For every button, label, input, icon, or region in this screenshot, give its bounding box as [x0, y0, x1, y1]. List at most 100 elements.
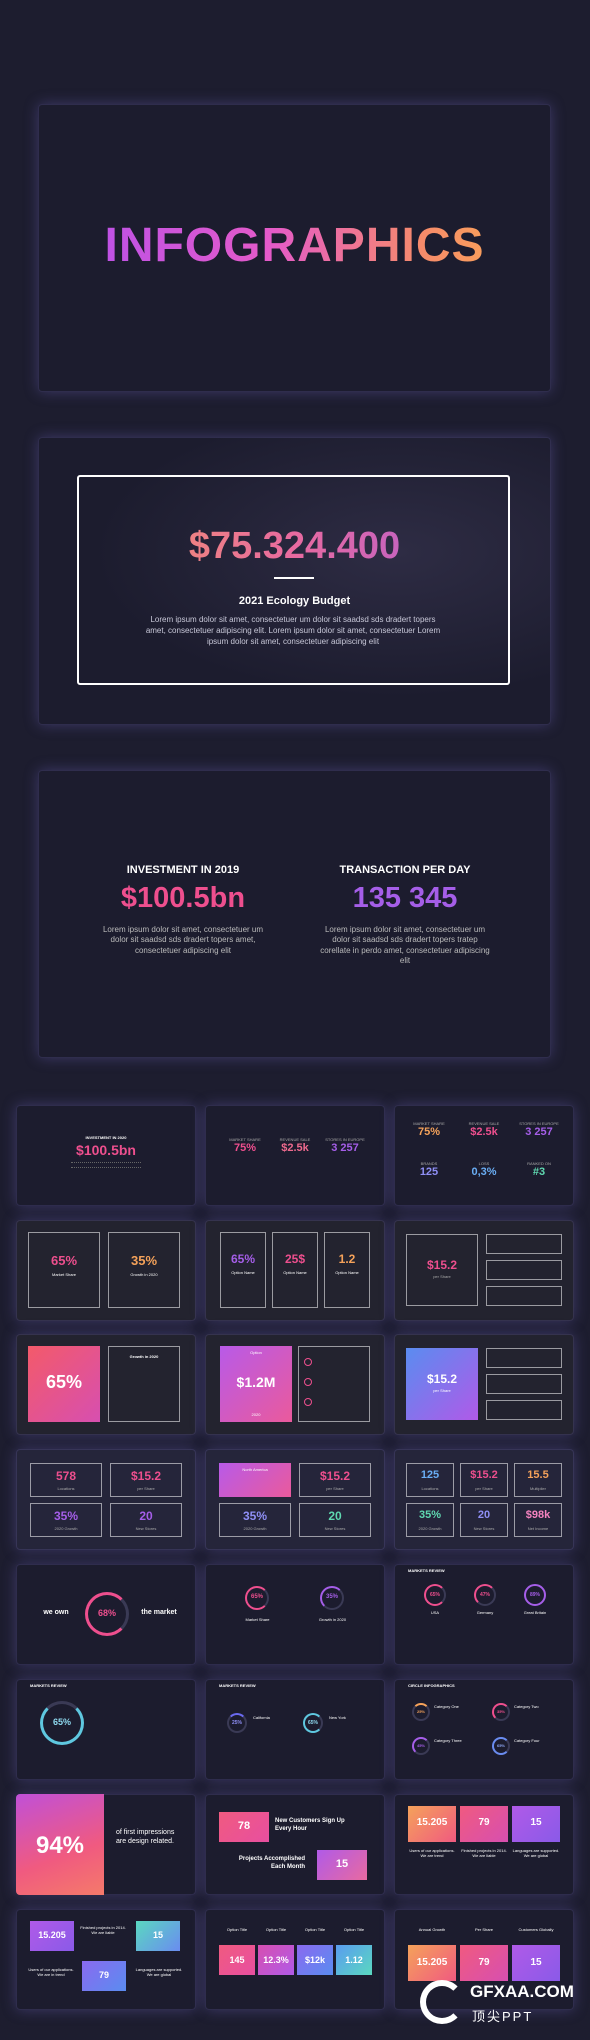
value: 3 257	[331, 1142, 359, 1154]
value: 65%	[45, 1372, 83, 1392]
value: $2.5k	[281, 1142, 309, 1154]
value: 35%	[325, 1594, 338, 1600]
budget-amount: $75.324.400	[38, 525, 551, 568]
value: 12.3%	[263, 1955, 289, 1965]
label: of first impressions are design related.	[116, 1829, 175, 1846]
slide-budget[interactable]: $75.324.400 2021 Ecology Budget Lorem ip…	[38, 437, 551, 725]
thumb-2-3[interactable]: $15.2 per Share	[394, 1220, 574, 1321]
investment-value: $100.5bn	[120, 882, 246, 914]
label: Option Name	[283, 1270, 307, 1275]
progress-ring	[424, 1584, 446, 1606]
check-icon	[304, 1378, 312, 1386]
label: New Stores	[324, 1526, 346, 1531]
thumb-6-2[interactable]: MARKETS REVIEW 25% California 65% New Yo…	[205, 1679, 385, 1780]
thumb-5-3[interactable]: MARKETS REVIEW 65% USA 47% Germany 89% G…	[394, 1564, 574, 1665]
value: 0,3%	[471, 1166, 497, 1178]
gradient-card	[297, 1945, 333, 1975]
label: Great Britain	[523, 1610, 547, 1615]
thumb-4-1[interactable]: 578 Locations $15.2 per Share 35% 2020 G…	[16, 1449, 196, 1550]
thumb-1-2[interactable]: MARKET SHARE 75% REVENUE SALE $2.5k STOR…	[205, 1105, 385, 1206]
budget-divider	[274, 577, 314, 579]
value: 35%	[242, 1509, 268, 1523]
thumb-3-3[interactable]: $15.2 per Share	[394, 1334, 574, 1435]
value: 79	[478, 1817, 490, 1828]
value: 15.205	[38, 1930, 66, 1940]
budget-subtitle: 2021 Ecology Budget	[238, 595, 351, 607]
thumb-1-3[interactable]: MARKET SHARE 75% REVENUE SALE $2.5k STOR…	[394, 1105, 574, 1206]
thumb-7-2[interactable]: 78 New Customers Sign Up Every Hour Proj…	[205, 1794, 385, 1895]
thumb-4-2[interactable]: North America $15.2 per Share 35% 2020 G…	[205, 1449, 385, 1550]
gradient-card	[258, 1945, 294, 1975]
label: Growth in 2020	[130, 1272, 158, 1277]
heading: CIRCLE INFOGRAPHICS	[408, 1683, 455, 1688]
gradient-card	[460, 1945, 508, 1981]
value: 15	[152, 1930, 163, 1940]
value: 15.205	[416, 1817, 448, 1828]
gradient-card	[336, 1945, 372, 1975]
label: REVENUE SALE	[279, 1137, 311, 1142]
label: Market Share	[51, 1272, 76, 1277]
label: we own	[43, 1609, 69, 1616]
thumb-6-1[interactable]: MARKETS REVIEW 65%	[16, 1679, 196, 1780]
label: STORES IN EUROPE	[325, 1137, 365, 1142]
value: 94%	[35, 1832, 85, 1859]
thumb-5-1[interactable]: we own 68% the market	[16, 1564, 196, 1665]
value: 75%	[233, 1142, 257, 1154]
thumb-8-1[interactable]: 15.205 Finished projects in 2014. We are…	[16, 1909, 196, 2010]
label: Category Two	[514, 1704, 539, 1709]
label: 2020 Growth	[418, 1526, 442, 1531]
label: per Share	[433, 1388, 451, 1393]
value: 79	[98, 1970, 109, 1980]
label: Finished projects in 2014. We are liable	[461, 1848, 507, 1859]
card	[406, 1463, 454, 1497]
thumb-3-2[interactable]: Option $1.2M 2020	[205, 1334, 385, 1435]
value: $2.5k	[470, 1126, 498, 1138]
value: 15	[530, 1957, 542, 1968]
value: 578	[55, 1469, 77, 1483]
value: 65%	[496, 1743, 505, 1748]
card	[220, 1232, 266, 1308]
thumb-6-3[interactable]: CIRCLE INFOGRAPHICS 25% Category One 35%…	[394, 1679, 574, 1780]
value: 15.5	[527, 1469, 549, 1481]
card	[108, 1232, 180, 1308]
thumb-2-1[interactable]: 65% Market Share 35% Growth in 2020	[16, 1220, 196, 1321]
slide-title[interactable]: INFOGRAPHICS	[38, 104, 551, 392]
label: Users of our applications. We are in tre…	[28, 1967, 74, 1978]
thumb-2-2[interactable]: 65% Option Name 25$ Option Name 1.2 Opti…	[205, 1220, 385, 1321]
card	[460, 1463, 508, 1497]
slide-investment[interactable]: INVESTMENT IN 2019 $100.5bn Lorem ipsum …	[38, 770, 551, 1058]
card	[272, 1232, 318, 1308]
gradient-card	[219, 1812, 269, 1842]
label: Category Three	[434, 1738, 462, 1743]
gradient-card	[28, 1346, 100, 1422]
value: 15	[335, 1858, 349, 1870]
value: 35%	[496, 1709, 505, 1714]
value: $15.2	[130, 1469, 162, 1483]
value: 20	[477, 1509, 491, 1521]
thumb-8-2[interactable]: Option Title 145 Option Title 12.3% Opti…	[205, 1909, 385, 2010]
thumb-1-1[interactable]: INVESTMENT IN 2020 $100.5bn	[16, 1105, 196, 1206]
watermark-logo: GFXAA.COM 顶尖PPT	[420, 1978, 585, 2034]
thumb-7-3[interactable]: 15.205 Users of our applications. We are…	[394, 1794, 574, 1895]
card	[108, 1346, 180, 1422]
progress-ring	[492, 1703, 510, 1721]
thumb-4-3[interactable]: 125 Locations $15.2 per Share 15.5 Multi…	[394, 1449, 574, 1550]
label: 2020	[251, 1412, 261, 1417]
label: Languages are supported. We are global	[135, 1967, 183, 1978]
card	[299, 1463, 371, 1497]
label: Growth in 2020	[318, 1617, 347, 1622]
value: 25$	[284, 1252, 306, 1266]
gradient-card	[219, 1945, 255, 1975]
label: New Customers Sign Up Every Hour	[275, 1818, 345, 1832]
thumb-5-2[interactable]: 65% Market Share 35% Growth in 2020	[205, 1564, 385, 1665]
list-item	[486, 1374, 562, 1394]
card	[514, 1463, 562, 1497]
gradient-card	[317, 1850, 367, 1880]
thumb-3-1[interactable]: 65% Growth in 2020	[16, 1334, 196, 1435]
card	[110, 1463, 182, 1497]
label: New Stores	[135, 1526, 157, 1531]
label: Category Four	[514, 1738, 540, 1743]
label: Option Title	[265, 1927, 287, 1932]
thumb-7-1[interactable]: 94% of first impressions are design rela…	[16, 1794, 196, 1895]
card	[460, 1503, 508, 1537]
